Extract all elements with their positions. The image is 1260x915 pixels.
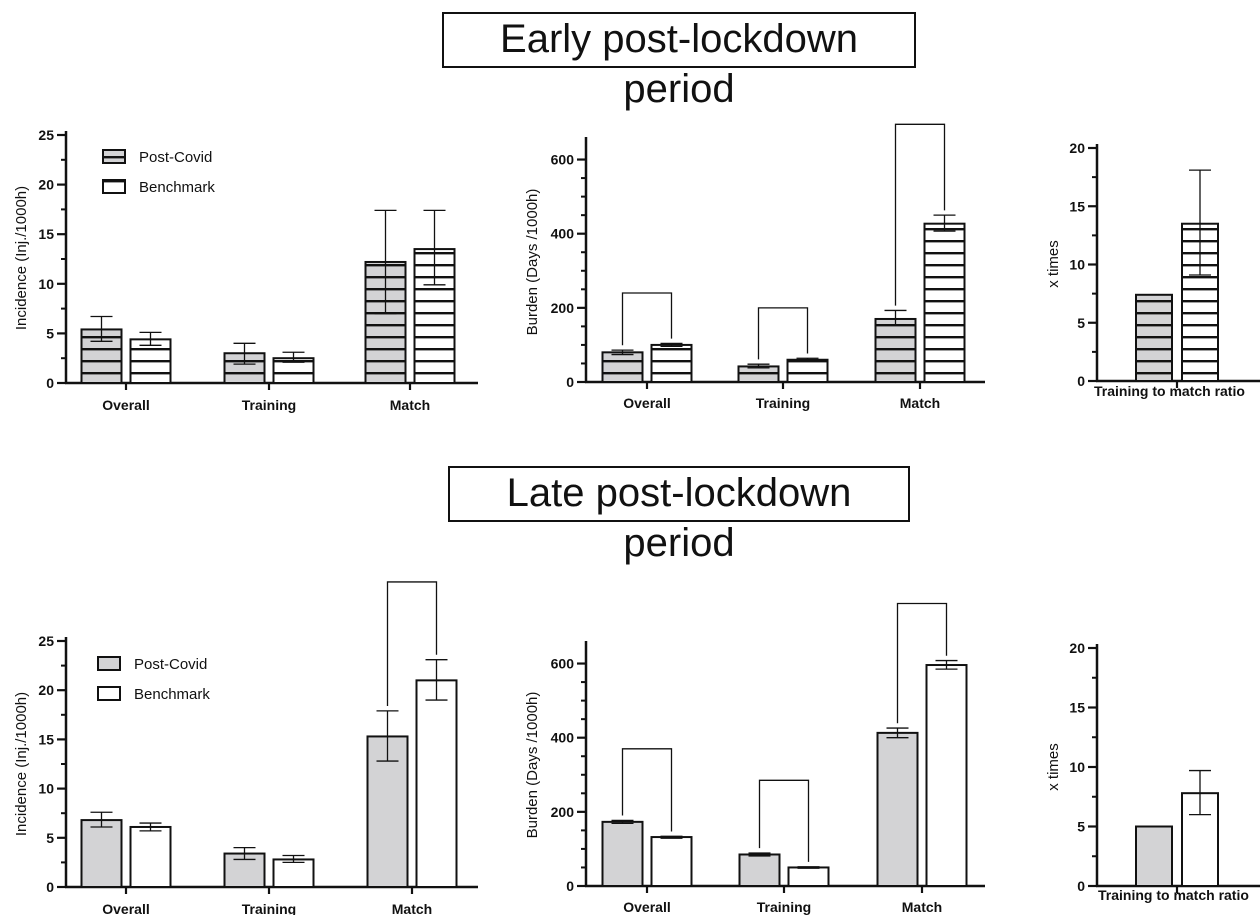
y-tick-label: 15 (1069, 198, 1085, 214)
y-tick-label: 10 (1069, 759, 1085, 775)
post-covid-bar (1135, 825, 1173, 887)
y-tick-label: 200 (551, 804, 575, 820)
benchmark-legend-swatch (97, 686, 121, 701)
y-tick-label: 10 (1069, 257, 1085, 273)
x-category-label: Overall (102, 397, 149, 413)
y-axis-label: Incidence (Inj./1000h) (13, 186, 30, 330)
legend-label: Post-Covid (134, 656, 207, 673)
y-tick-label: 15 (1069, 700, 1085, 716)
x-category-label: Training to match ratio (1094, 383, 1245, 399)
y-tick-label: 5 (46, 830, 54, 846)
post-covid-legend-swatch (97, 656, 121, 671)
post-covid-bar (80, 328, 123, 385)
y-tick-label: 15 (38, 226, 54, 242)
post-covid-bar (80, 819, 123, 889)
y-tick-label: 600 (551, 656, 575, 672)
chart-early-incidence: 0 5 10 15 20 25 Incidence (Inj./1000h) Overall T… (13, 127, 478, 413)
post-covid-legend-swatch (102, 149, 126, 164)
post-covid-bar (737, 365, 780, 384)
significance-bracket (621, 748, 673, 832)
x-category-label: Match (392, 901, 432, 915)
significance-bracket (894, 123, 946, 306)
y-tick-label: 200 (551, 300, 575, 316)
benchmark-bar (272, 858, 315, 888)
y-tick-label: 20 (38, 177, 54, 193)
x-category-label: Training (757, 899, 811, 915)
y-tick-label: 0 (566, 374, 574, 390)
y-tick-label: 5 (1077, 315, 1085, 331)
x-category-label: Match (390, 397, 430, 413)
benchmark-bar (415, 679, 458, 888)
y-tick-label: 0 (1077, 878, 1085, 894)
benchmark-bar (923, 222, 966, 383)
late-period-title: Late post-lockdown period (448, 466, 910, 565)
benchmark-bar (129, 825, 172, 889)
x-category-label: Match (900, 395, 940, 411)
post-covid-bar (874, 317, 917, 384)
y-tick-label: 10 (38, 781, 54, 797)
post-covid-bar (876, 731, 919, 887)
y-axis-label: Burden (Days /1000h) (524, 189, 541, 336)
x-category-label: Overall (623, 899, 670, 915)
benchmark-bar (787, 866, 830, 888)
early-period-title: Early post-lockdown period (442, 12, 916, 111)
post-covid-bar (223, 852, 266, 889)
x-category-label: Overall (102, 901, 149, 915)
y-tick-label: 400 (551, 226, 575, 242)
y-tick-label: 25 (38, 127, 54, 143)
chart-late-incidence: 0 5 10 15 20 25 Incidence (Inj./1000h) Overall T… (13, 581, 478, 915)
significance-bracket (621, 292, 673, 346)
legend-label: Post-Covid (139, 149, 212, 166)
y-tick-label: 0 (46, 375, 54, 391)
x-category-label: Training (242, 901, 296, 915)
chart-late-burden: 0 200 400 600 Burden (Days /1000h) Overall Tra… (524, 602, 985, 915)
y-tick-label: 20 (1069, 640, 1085, 656)
post-covid-bar (601, 351, 644, 384)
significance-bracket (386, 581, 438, 706)
y-tick-label: 20 (38, 682, 54, 698)
y-tick-label: 600 (551, 152, 575, 168)
x-category-label: Overall (623, 395, 670, 411)
x-category-label: Training to match ratio (1098, 887, 1249, 903)
chart-late-ratio: 0 5 10 15 20 x times Training to match ratio (1045, 640, 1260, 903)
post-covid-bar (601, 820, 644, 888)
benchmark-bar (925, 664, 968, 887)
significance-bracket (896, 602, 948, 724)
y-tick-label: 25 (38, 633, 54, 649)
y-axis-label: Incidence (Inj./1000h) (13, 692, 30, 836)
y-tick-label: 20 (1069, 140, 1085, 156)
significance-bracket (758, 779, 810, 862)
y-tick-label: 0 (46, 879, 54, 895)
post-covid-bar (1135, 293, 1173, 383)
y-tick-label: 0 (566, 878, 574, 894)
x-category-label: Training (242, 397, 296, 413)
benchmark-bar (786, 358, 829, 383)
y-tick-label: 0 (1077, 373, 1085, 389)
y-axis-label: Burden (Days /1000h) (524, 692, 541, 839)
legend-label: Benchmark (139, 179, 215, 196)
chart-early-ratio: 0 5 10 15 20 x times Training to match ratio (1045, 140, 1260, 399)
y-tick-label: 400 (551, 730, 575, 746)
y-tick-label: 15 (38, 731, 54, 747)
y-axis-label: x times (1045, 240, 1062, 288)
x-category-label: Training (756, 395, 810, 411)
benchmark-legend-swatch (102, 179, 126, 194)
post-covid-bar (738, 853, 781, 888)
y-tick-label: 5 (1077, 819, 1085, 835)
y-tick-label: 10 (38, 276, 54, 292)
chart-early-burden: 0 200 400 600 Burden (Days /1000h) Overall Tra… (524, 123, 985, 411)
significance-bracket (757, 307, 809, 360)
y-axis-label: x times (1045, 743, 1062, 791)
x-category-label: Match (902, 899, 942, 915)
legend-label: Benchmark (134, 686, 210, 703)
benchmark-bar (650, 836, 693, 888)
y-tick-label: 5 (46, 325, 54, 341)
benchmark-bar (650, 343, 693, 383)
